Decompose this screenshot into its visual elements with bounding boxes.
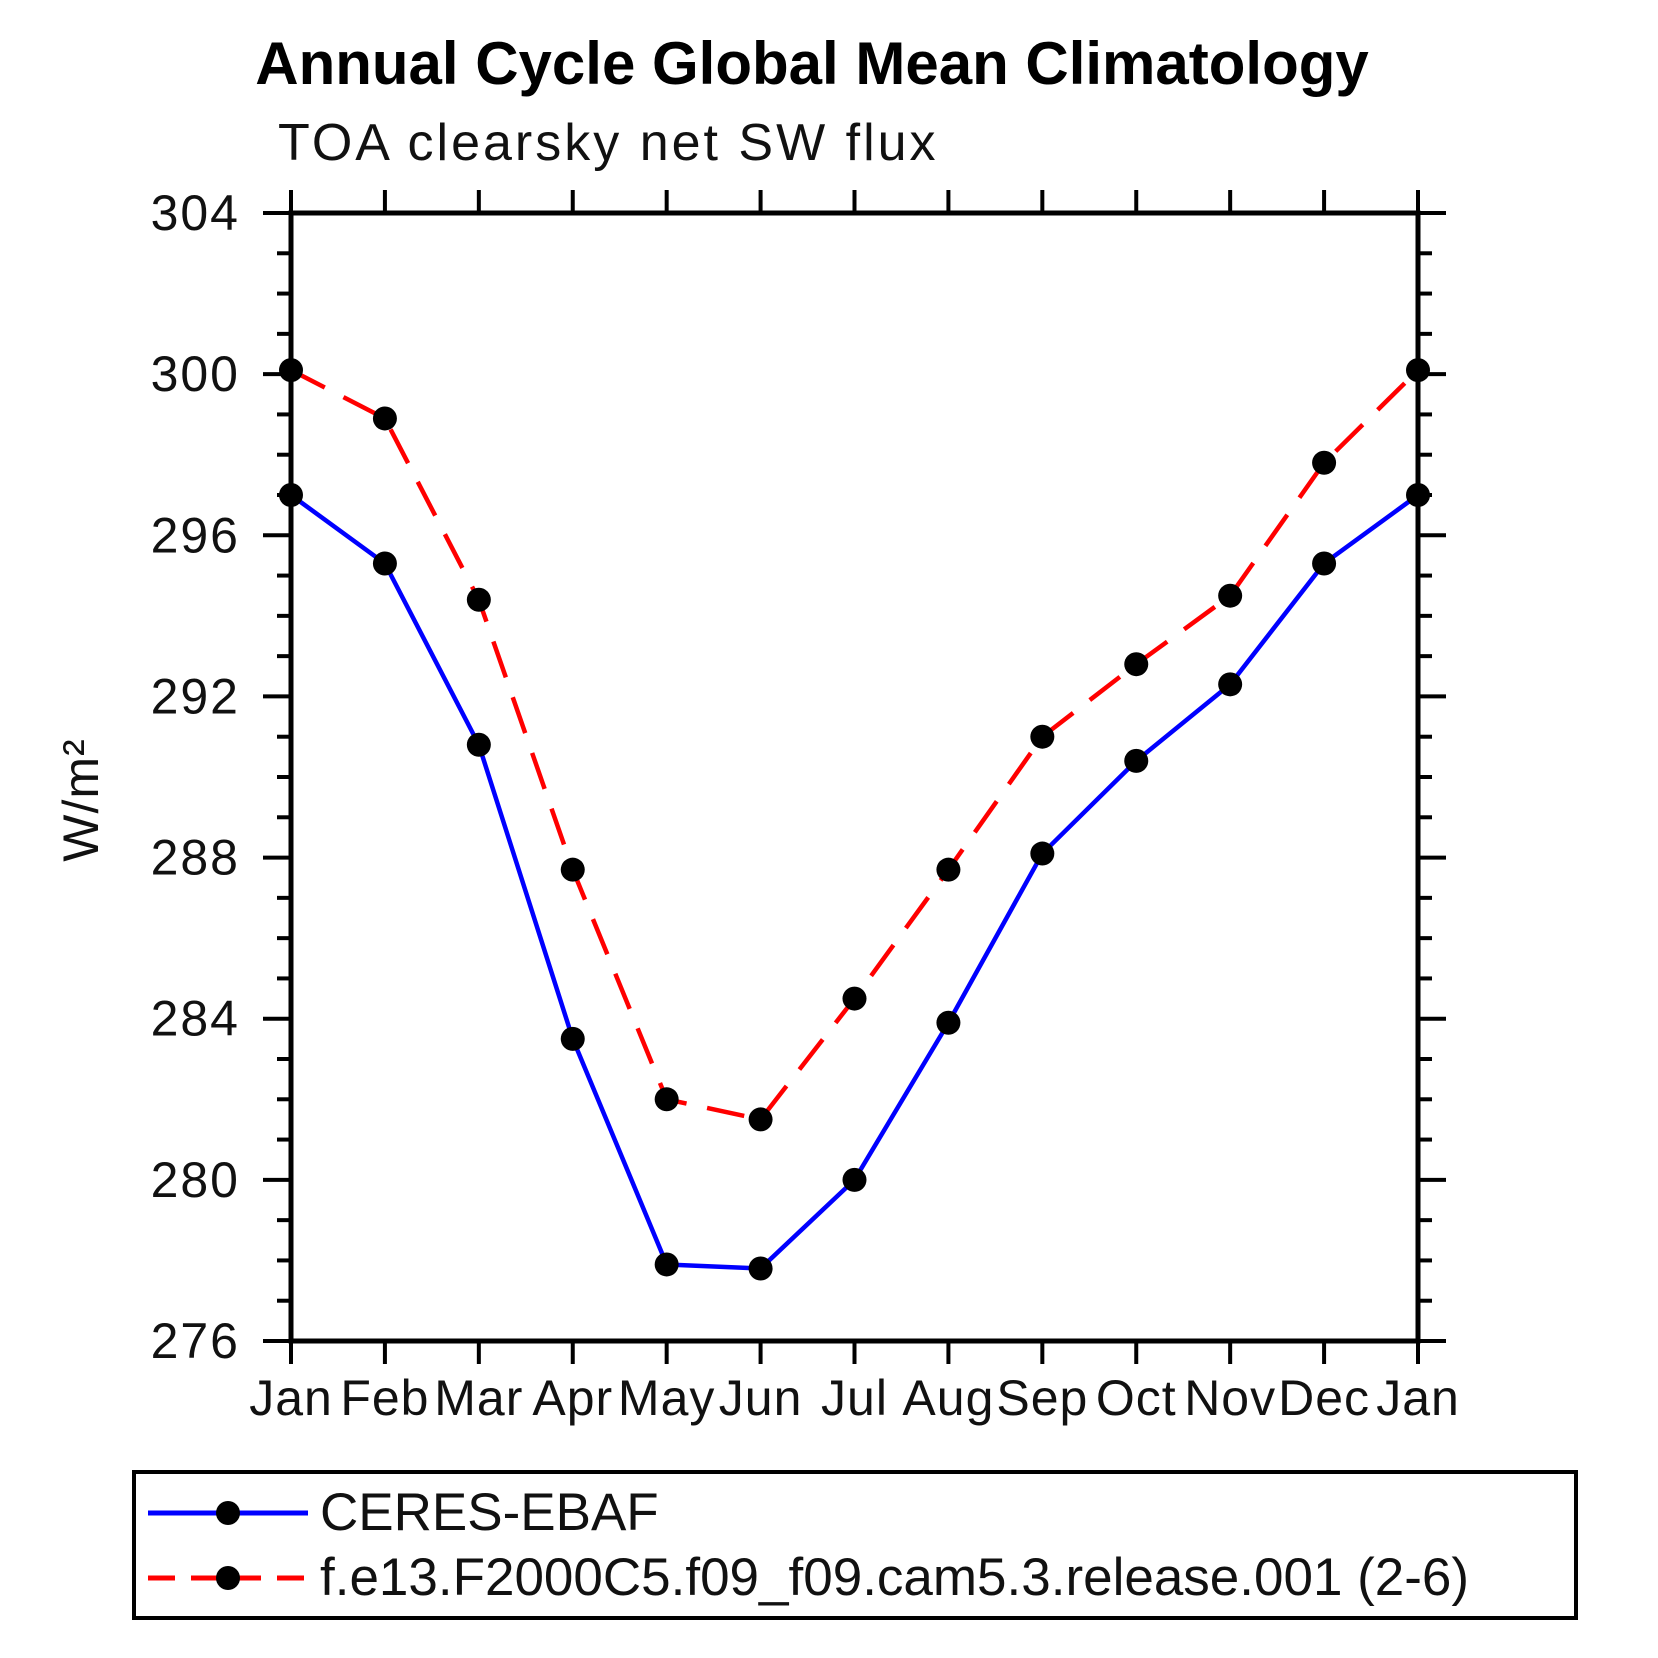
- x-tick-label: Jan: [1376, 1370, 1460, 1426]
- data-point: [372, 406, 397, 431]
- y-tick-label: 288: [151, 830, 240, 886]
- data-point: [279, 358, 303, 383]
- data-point: [1124, 652, 1149, 677]
- x-tick-label: Sep: [996, 1370, 1088, 1426]
- data-point: [1124, 748, 1149, 773]
- chart-title: Annual Cycle Global Mean Climatology: [255, 30, 1369, 97]
- legend-row-ceres-ebaf: CERES-EBAF: [142, 1482, 1574, 1544]
- series-line-ceres-ebaf: [289, 493, 1420, 1271]
- data-point: [1030, 841, 1055, 866]
- y-tick-label: 304: [151, 185, 240, 241]
- x-tick-label: Apr: [532, 1370, 613, 1426]
- x-tick-label: Aug: [902, 1370, 994, 1426]
- x-tick-label: Nov: [1184, 1370, 1276, 1426]
- data-point: [842, 986, 867, 1011]
- x-tick-label: Oct: [1096, 1370, 1177, 1426]
- data-point: [560, 857, 585, 882]
- chart-subtitle: TOA clearsky net SW flux: [278, 114, 939, 172]
- axes-group: [263, 190, 1446, 1364]
- data-point: [466, 587, 491, 612]
- y-tick-label: 296: [151, 507, 240, 563]
- y-axis-label: W/m²: [53, 738, 109, 861]
- plot-area: Annual Cycle Global Mean Climatology TOA…: [53, 30, 1460, 1426]
- data-point: [1406, 358, 1430, 383]
- data-point: [1030, 724, 1055, 749]
- data-point: [1406, 483, 1430, 507]
- x-tick-label: May: [618, 1370, 715, 1426]
- x-tick-label: Mar: [434, 1370, 523, 1426]
- data-point: [936, 857, 961, 882]
- legend-row-model: f.e13.F2000C5.f09_f09.cam5.3.release.001…: [142, 1547, 1574, 1609]
- y-tick-label: 284: [151, 991, 240, 1047]
- data-point: [1218, 583, 1243, 608]
- x-tick-label: Jan: [249, 1370, 333, 1426]
- data-point: [936, 1010, 961, 1035]
- series-group: [279, 358, 1430, 1281]
- data-point: [1312, 450, 1337, 475]
- y-tick-label: 276: [151, 1313, 240, 1369]
- y-tick-label: 300: [151, 346, 240, 402]
- data-point: [654, 1252, 679, 1277]
- legend-label-model: f.e13.F2000C5.f09_f09.cam5.3.release.001…: [320, 1548, 1470, 1607]
- data-point: [842, 1167, 867, 1192]
- y-tick-label: 280: [151, 1152, 240, 1208]
- data-point: [748, 1256, 773, 1281]
- y-tick-label: 292: [151, 668, 240, 724]
- data-point: [279, 483, 303, 507]
- legend-marker-dot: [216, 1500, 240, 1525]
- legend: CERES-EBAF f.e13.F2000C5.f09_f09.cam5.3.…: [132, 1470, 1578, 1620]
- x-tick-label: Feb: [340, 1370, 429, 1426]
- x-tick-label: Jul: [821, 1370, 888, 1426]
- legend-sample-solid-line-icon: [148, 1500, 308, 1525]
- data-point: [1218, 672, 1243, 697]
- x-tick-label: Dec: [1278, 1370, 1370, 1426]
- data-point: [654, 1087, 679, 1112]
- data-point: [466, 732, 491, 757]
- x-tick-label: Jun: [719, 1370, 803, 1426]
- legend-label-ceres-ebaf: CERES-EBAF: [320, 1483, 659, 1542]
- data-point: [748, 1107, 773, 1132]
- data-point: [560, 1026, 585, 1051]
- legend-marker-dot: [216, 1565, 240, 1590]
- data-point: [372, 551, 397, 576]
- data-point: [1312, 551, 1337, 576]
- legend-sample-dashed-line-icon: [148, 1565, 308, 1590]
